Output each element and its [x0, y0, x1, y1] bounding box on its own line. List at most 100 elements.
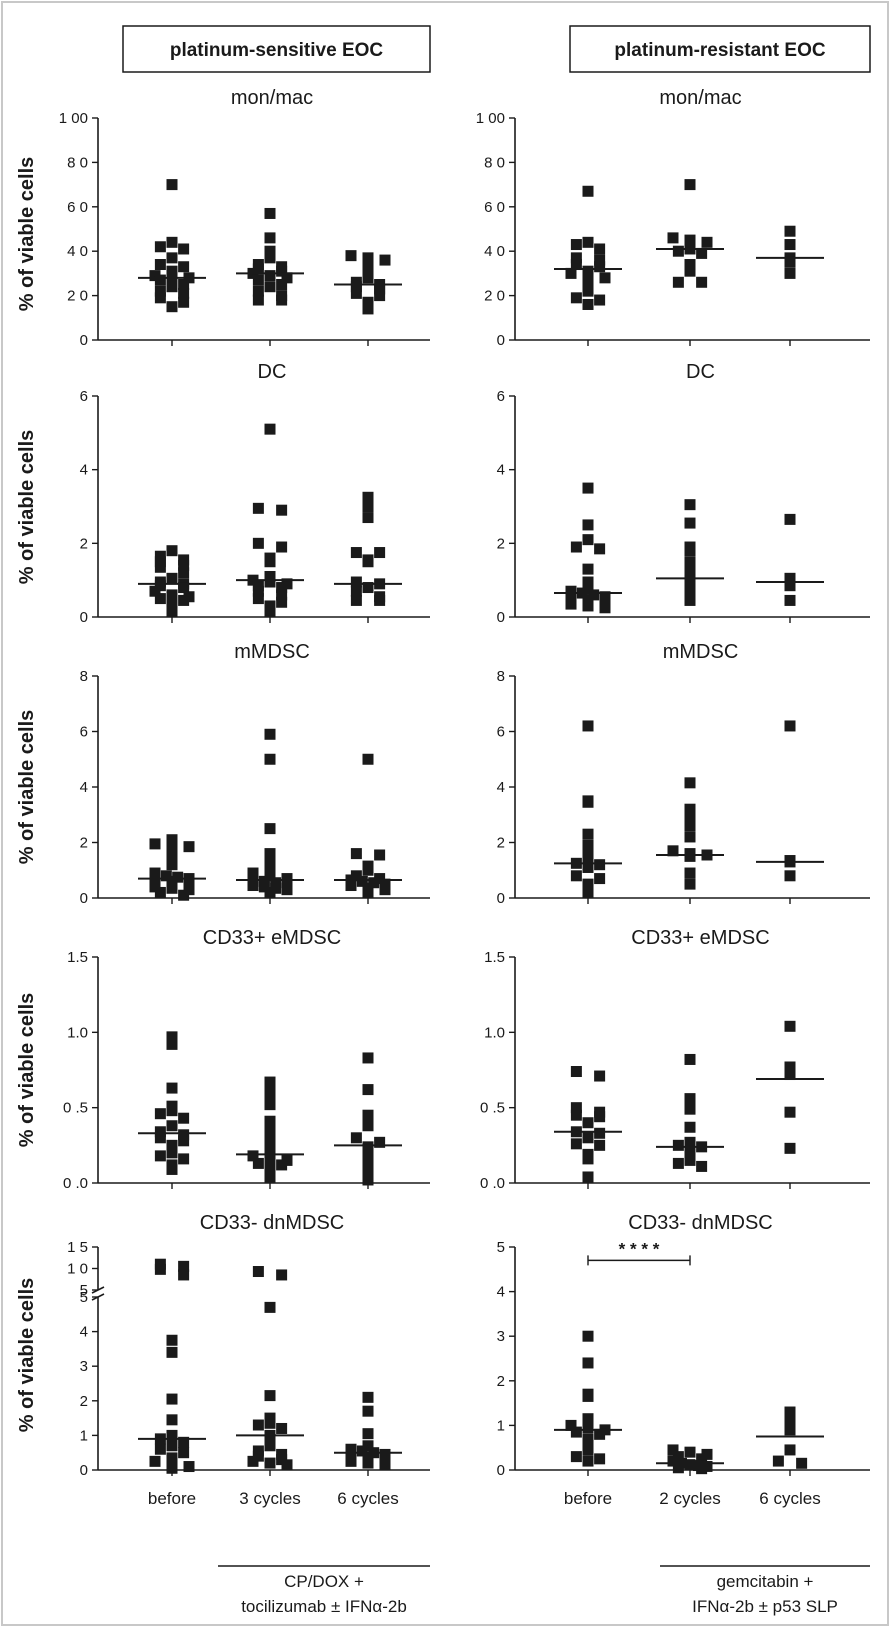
panel-title: mon/mac — [659, 87, 741, 109]
data-point — [570, 870, 582, 882]
data-point — [166, 265, 178, 277]
panel-title: mMDSC — [234, 641, 310, 663]
y-tick-label: 1.0 — [67, 1024, 88, 1041]
data-point — [264, 1390, 276, 1402]
data-point — [667, 232, 679, 244]
data-point — [154, 593, 166, 605]
data-point — [264, 848, 276, 860]
data-point — [374, 849, 386, 861]
y-tick-label: 8 — [80, 668, 88, 685]
data-point — [264, 1081, 276, 1093]
data-point — [264, 1151, 276, 1163]
data-point — [252, 274, 264, 286]
data-point — [594, 1139, 606, 1151]
data-point — [362, 1052, 374, 1064]
data-point — [350, 1132, 362, 1144]
data-point — [276, 1159, 288, 1171]
data-point — [264, 753, 276, 765]
data-point — [594, 1111, 606, 1123]
data-point — [362, 491, 374, 503]
right-caption-line-1: gemcitabin + — [717, 1572, 814, 1591]
right-caption-line-2: IFNα-2b ± p53 SLP — [692, 1597, 838, 1616]
data-point — [264, 1115, 276, 1127]
data-point — [684, 1154, 696, 1166]
data-point — [276, 582, 288, 594]
data-point — [154, 259, 166, 271]
data-point — [570, 1451, 582, 1463]
data-point — [582, 1171, 594, 1183]
panel-left-0: mon/mac 0 2 0 4 0 6 0 8 0 1 00 — [59, 87, 430, 349]
panel-title: CD33- dnMDSC — [200, 1212, 344, 1234]
data-point — [784, 239, 796, 251]
data-point — [362, 864, 374, 876]
data-point — [252, 1266, 264, 1278]
data-point — [166, 1031, 178, 1043]
data-point — [247, 1150, 259, 1162]
y-tick-label: 4 — [80, 462, 88, 479]
data-point — [276, 589, 288, 601]
data-point — [154, 285, 166, 297]
data-point — [784, 1020, 796, 1032]
data-point — [350, 585, 362, 597]
data-point — [178, 279, 190, 290]
y-tick-label: 0 — [497, 1462, 505, 1479]
data-point — [178, 559, 190, 571]
panel-right-0: mon/mac 0 2 0 4 0 6 0 8 0 1 00 — [476, 87, 870, 349]
data-point — [684, 179, 696, 191]
y-tick-label: 8 — [497, 668, 505, 685]
data-point — [362, 1391, 374, 1403]
data-point — [588, 589, 600, 601]
panel-title: CD33+ eMDSC — [203, 927, 341, 949]
data-point — [362, 259, 374, 271]
data-point — [264, 605, 276, 617]
data-point — [264, 423, 276, 435]
data-point — [252, 1419, 264, 1431]
data-point — [154, 556, 166, 568]
data-point — [582, 1132, 594, 1144]
y-tick-label: 1.5 — [67, 949, 88, 966]
data-point — [582, 1444, 594, 1456]
data-point — [264, 1099, 276, 1111]
data-point — [183, 878, 195, 890]
data-point — [784, 580, 796, 592]
data-point — [594, 1127, 606, 1139]
data-point — [570, 1426, 582, 1438]
data-point — [368, 877, 380, 889]
data-point — [270, 882, 282, 894]
data-point — [565, 593, 577, 605]
data-point — [178, 1112, 190, 1124]
data-point — [362, 512, 374, 524]
data-point — [696, 1463, 708, 1475]
data-point — [166, 1414, 178, 1426]
data-point — [684, 1121, 696, 1133]
data-point — [684, 265, 696, 277]
panel-title: mMDSC — [663, 641, 739, 663]
data-point — [594, 1453, 606, 1465]
data-point — [672, 1157, 684, 1169]
right-header-box — [569, 25, 871, 73]
data-point — [166, 589, 178, 601]
data-point — [684, 831, 696, 843]
data-point — [264, 1123, 276, 1135]
data-point — [582, 482, 594, 494]
y-tick-label: 2 — [497, 1373, 505, 1390]
data-point — [684, 1103, 696, 1115]
y-tick-label: 2 — [80, 535, 88, 552]
y-tick-label: 0 — [497, 332, 505, 349]
data-point — [154, 292, 166, 304]
data-point — [178, 1269, 190, 1281]
data-point — [362, 265, 374, 277]
data-point — [149, 838, 161, 850]
data-point — [784, 720, 796, 732]
data-point — [166, 1346, 178, 1358]
data-point — [252, 580, 264, 592]
data-point — [570, 252, 582, 264]
data-point — [379, 878, 391, 890]
data-point — [582, 843, 594, 855]
data-point — [784, 513, 796, 525]
data-point — [264, 1171, 276, 1183]
data-point — [264, 576, 276, 588]
panel-right-3: CD33+ eMDSC 0 .0 0 .5 1.0 1.5 — [480, 927, 870, 1192]
y-tick-label: 4 0 — [67, 243, 88, 260]
